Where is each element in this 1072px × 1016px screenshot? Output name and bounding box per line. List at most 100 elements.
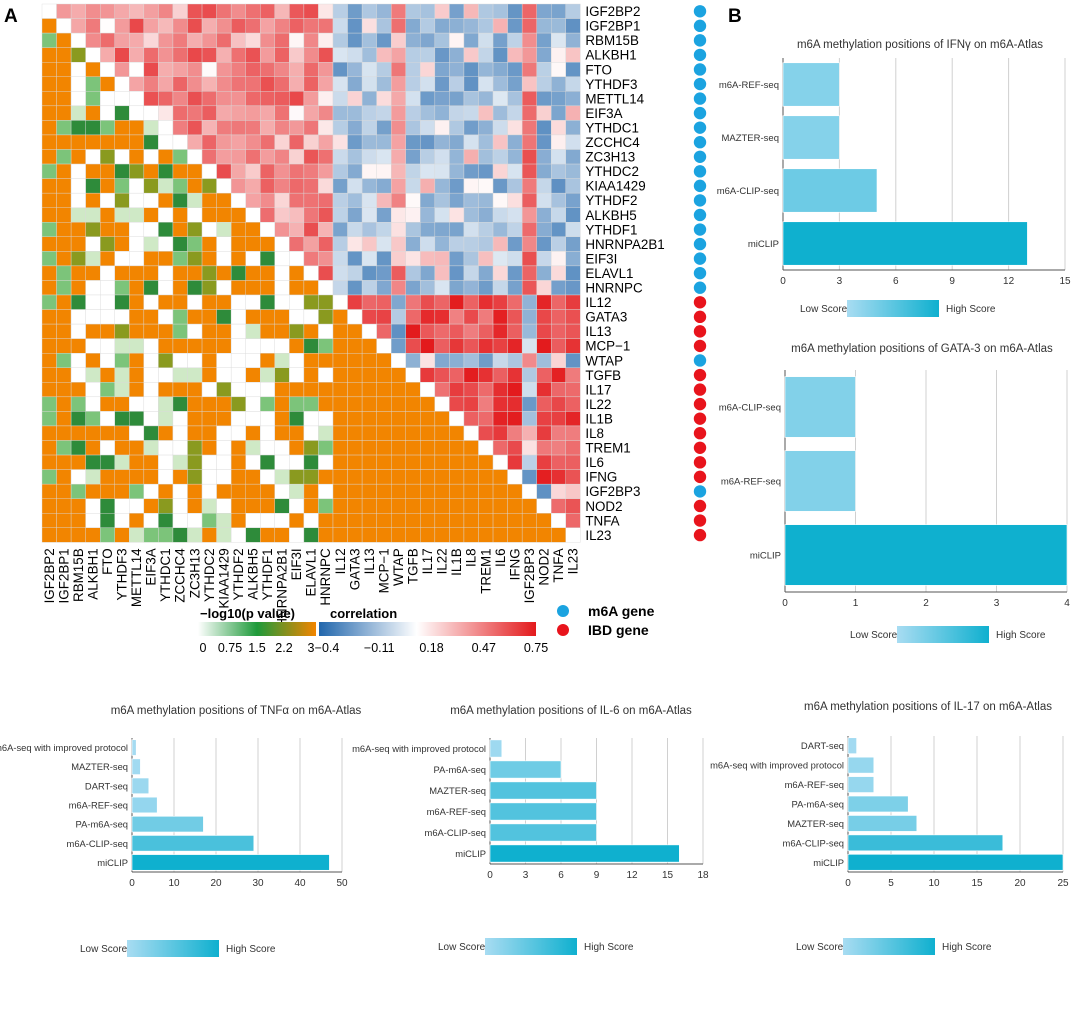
heatmap-cell	[201, 280, 217, 296]
heatmap-cell	[216, 353, 232, 368]
heatmap-cell	[289, 454, 305, 470]
heatmap-cell	[85, 353, 101, 368]
heatmap-cell	[216, 18, 232, 34]
heatmap-cell	[565, 149, 581, 165]
heatmap-cell	[449, 62, 465, 77]
heatmap-cell	[478, 498, 494, 514]
heatmap-cell	[405, 411, 421, 427]
m6a-gene-dot	[693, 121, 707, 134]
row-gene-label: ZCCHC4	[585, 135, 640, 150]
category-label: DART-seq	[85, 780, 128, 791]
category-label: m6A-seq with improved protocol	[352, 743, 486, 754]
heatmap-cell	[463, 192, 479, 208]
heatmap-cell	[478, 411, 494, 427]
x-tick-label: 12	[626, 870, 638, 881]
heatmap-cell	[507, 105, 523, 121]
heatmap-cell	[187, 47, 203, 63]
heatmap-cell	[143, 149, 159, 165]
heatmap-cell	[507, 411, 523, 427]
heatmap-cell	[158, 367, 174, 383]
m6a-gene-dot	[693, 485, 707, 498]
heatmap-cell	[536, 62, 552, 77]
heatmap-cell	[449, 236, 465, 252]
x-tick-label: 1	[853, 598, 859, 609]
heatmap-cell	[449, 105, 465, 121]
heatmap-cell	[56, 513, 72, 529]
heatmap-cell	[303, 18, 319, 34]
m6a-gene-dot	[693, 266, 707, 280]
heatmap-cell	[245, 207, 261, 223]
heatmap-cell	[318, 440, 334, 456]
heatmap-cell	[405, 91, 421, 107]
heatmap-cell	[114, 527, 130, 543]
m6a-gene-legend-label: m6A gene	[588, 603, 655, 619]
heatmap-cell	[521, 47, 537, 63]
column-gene-label: HNRNPC	[318, 548, 333, 606]
heatmap-cell	[99, 265, 115, 281]
heatmap-cell	[187, 222, 203, 238]
heatmap-cell	[405, 280, 421, 296]
heatmap-cell	[260, 3, 276, 19]
heatmap-cell	[41, 367, 57, 383]
heatmap-cell	[187, 76, 203, 92]
heatmap-cell	[85, 192, 101, 208]
heatmap-cell	[114, 134, 130, 150]
heatmap-cell	[318, 18, 334, 34]
heatmap-cell	[187, 105, 203, 121]
heatmap-cell	[99, 3, 115, 19]
heatmap-cell	[536, 192, 552, 208]
heatmap-cell	[260, 280, 276, 296]
heatmap-cell	[99, 134, 115, 150]
heatmap-cell	[230, 367, 246, 383]
heatmap-cell	[41, 32, 57, 48]
heatmap-cell	[565, 309, 581, 325]
heatmap-cell	[289, 178, 305, 194]
heatmap-cell	[361, 353, 377, 368]
heatmap-cell	[347, 265, 363, 281]
heatmap-cell	[391, 236, 406, 252]
heatmap-cell	[158, 91, 174, 107]
heatmap-cell	[449, 396, 465, 412]
heatmap-cell	[391, 91, 406, 107]
heatmap-cell	[449, 32, 465, 48]
heatmap-cell	[129, 411, 145, 427]
heatmap-cell	[420, 32, 436, 48]
heatmap-cell	[391, 396, 406, 412]
row-gene-label: IGF2BP3	[585, 484, 640, 499]
heatmap-cell	[318, 178, 334, 194]
heatmap-cell	[449, 498, 465, 514]
heatmap-cell	[129, 91, 145, 107]
heatmap-cell	[41, 353, 57, 368]
heatmap-cell	[143, 454, 159, 470]
heatmap-cell	[492, 425, 508, 441]
heatmap-cell	[129, 32, 145, 48]
heatmap-cell	[274, 3, 290, 19]
heatmap-cell	[274, 47, 290, 63]
heatmap-cell	[230, 454, 246, 470]
row-gene-label: EIF3I	[585, 251, 617, 266]
heatmap-cell	[391, 454, 406, 470]
heatmap-cell	[478, 396, 494, 412]
heatmap-cell	[85, 469, 101, 485]
heatmap-cell	[449, 469, 465, 485]
heatmap-cell	[201, 309, 217, 325]
heatmap-cell	[434, 367, 450, 383]
heatmap-cell	[376, 207, 392, 223]
heatmap-cell	[449, 527, 465, 543]
row-gene-label: IL1B	[585, 411, 613, 426]
heatmap-cell	[114, 3, 130, 19]
heatmap-cell	[347, 483, 363, 499]
heatmap-cell	[391, 425, 406, 441]
correlation-tick-label: 0.18	[419, 641, 443, 655]
heatmap-cell	[332, 294, 348, 310]
heatmap-cell	[274, 367, 290, 383]
heatmap-cell	[449, 323, 465, 339]
heatmap-cell	[99, 280, 115, 296]
heatmap-cell	[187, 236, 203, 252]
heatmap-cell	[521, 62, 537, 77]
column-gene-label: ALKBH5	[245, 548, 260, 599]
heatmap-cell	[434, 294, 450, 310]
heatmap-cell	[143, 3, 159, 19]
heatmap-cell	[158, 280, 174, 296]
heatmap-cell	[158, 32, 174, 48]
